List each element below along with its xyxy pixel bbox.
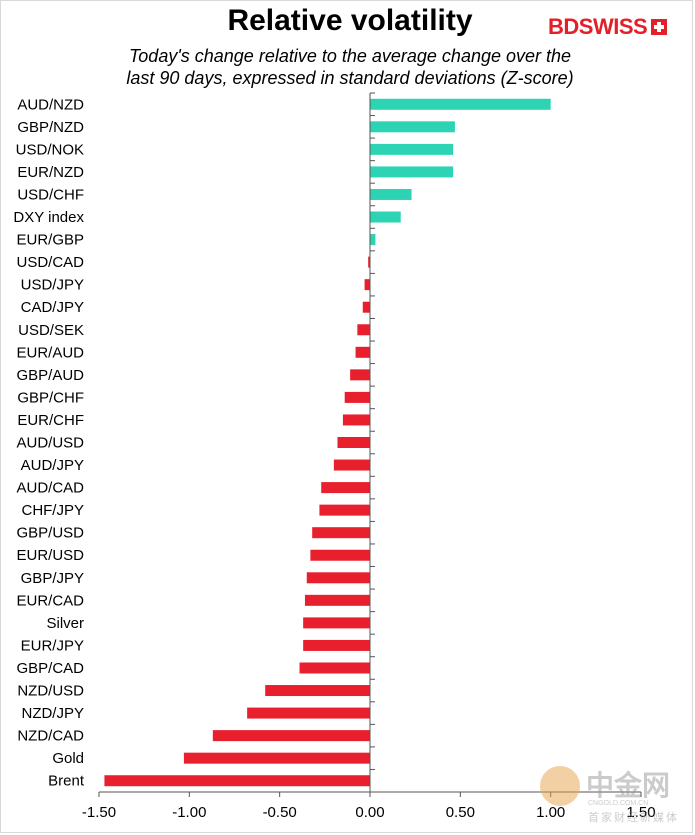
- x-tick-label: -1.50: [82, 804, 116, 821]
- category-label: EUR/USD: [16, 547, 84, 564]
- category-label: GBP/JPY: [21, 570, 84, 587]
- category-label: AUD/CAD: [16, 480, 84, 497]
- watermark-brand: 中金网: [586, 769, 671, 802]
- bar-usd-chf: [370, 188, 412, 200]
- category-label: CAD/JPY: [21, 299, 84, 316]
- category-label: GBP/CHF: [17, 389, 84, 406]
- bar-eur-cad: [304, 594, 370, 606]
- bar-eur-usd: [310, 549, 370, 561]
- bar-nzd-usd: [265, 685, 370, 697]
- category-label: AUD/USD: [16, 435, 84, 452]
- bar-aud-nzd: [370, 98, 551, 110]
- category-label: USD/NOK: [16, 141, 84, 158]
- x-tick-label: 0.50: [446, 804, 475, 821]
- bar-brent: [104, 775, 371, 787]
- x-tick-label: 0.00: [355, 804, 384, 821]
- bar-nzd-cad: [212, 730, 370, 742]
- category-label: EUR/CAD: [16, 592, 84, 609]
- category-label: AUD/JPY: [21, 457, 84, 474]
- bar-gbp-aud: [350, 369, 370, 381]
- bar-gbp-cad: [299, 662, 370, 674]
- bar-usd-jpy: [364, 279, 370, 291]
- bdswiss-logo: BDSWISS: [548, 14, 668, 40]
- swiss-cross-icon: [651, 19, 668, 35]
- category-label: CHF/JPY: [21, 502, 84, 519]
- category-label: EUR/CHF: [17, 412, 84, 429]
- logo-text: BDSWISS: [548, 14, 648, 39]
- category-label: USD/JPY: [21, 277, 84, 294]
- bar-dxy-index: [370, 211, 401, 223]
- category-label: NZD/USD: [17, 683, 84, 700]
- bar-eur-jpy: [303, 639, 370, 651]
- category-label: EUR/GBP: [16, 232, 84, 249]
- watermark-tagline: 首家财经新媒体: [588, 811, 679, 824]
- bar-gbp-chf: [344, 391, 370, 403]
- bar-chf-jpy: [319, 504, 370, 516]
- x-tick-label: 1.50: [626, 804, 655, 821]
- category-label: GBP/NZD: [17, 119, 84, 136]
- watermark-url: CNGOLD.COM.CN: [588, 800, 649, 807]
- watermark: 中金网 CNGOLD.COM.CN 首家财经新媒体: [538, 762, 688, 824]
- bar-eur-gbp: [370, 234, 376, 246]
- chart-title: Relative volatility: [227, 4, 473, 37]
- bar-usd-cad: [368, 256, 370, 268]
- x-tick-label: -0.50: [263, 804, 297, 821]
- category-label: NZD/CAD: [17, 728, 84, 745]
- bar-eur-chf: [342, 414, 370, 426]
- bar-cad-jpy: [362, 301, 370, 313]
- category-label: EUR/AUD: [16, 344, 84, 361]
- bar-usd-nok: [370, 143, 454, 155]
- subtitle-line-2: last 90 days, expressed in standard devi…: [126, 68, 574, 88]
- bar-eur-nzd: [370, 166, 454, 178]
- category-label: GBP/AUD: [16, 367, 84, 384]
- category-label: USD/SEK: [18, 322, 84, 339]
- category-label: GBP/CAD: [16, 660, 84, 677]
- category-label: Gold: [52, 750, 84, 767]
- bar-nzd-jpy: [247, 707, 370, 719]
- category-label: EUR/NZD: [17, 164, 84, 181]
- bar-aud-usd: [337, 437, 370, 448]
- chart-subtitle: Today's change relative to the average c…: [45, 45, 655, 89]
- category-label: USD/CHF: [17, 186, 84, 203]
- bar-gbp-jpy: [306, 572, 370, 584]
- x-tick-label: 1.00: [536, 804, 565, 821]
- subtitle-line-1: Today's change relative to the average c…: [128, 46, 572, 66]
- category-label: AUD/NZD: [17, 96, 84, 113]
- bar-usd-sek: [357, 324, 370, 336]
- bar-gbp-nzd: [370, 121, 455, 133]
- bar-gbp-usd: [312, 527, 370, 539]
- category-label: USD/CAD: [16, 254, 84, 271]
- x-tick-label: -1.00: [172, 804, 206, 821]
- watermark-logo-icon: [540, 766, 580, 806]
- category-label: NZD/JPY: [21, 705, 84, 722]
- category-label: Brent: [48, 773, 85, 790]
- category-label: DXY index: [13, 209, 84, 226]
- bar-eur-aud: [355, 346, 370, 358]
- bar-aud-jpy: [333, 459, 370, 471]
- category-label: Silver: [46, 615, 84, 632]
- bar-gold: [183, 752, 370, 764]
- bar-aud-cad: [321, 482, 370, 494]
- category-label: GBP/USD: [16, 525, 84, 542]
- category-label: EUR/JPY: [21, 637, 84, 654]
- bar-silver: [303, 617, 370, 629]
